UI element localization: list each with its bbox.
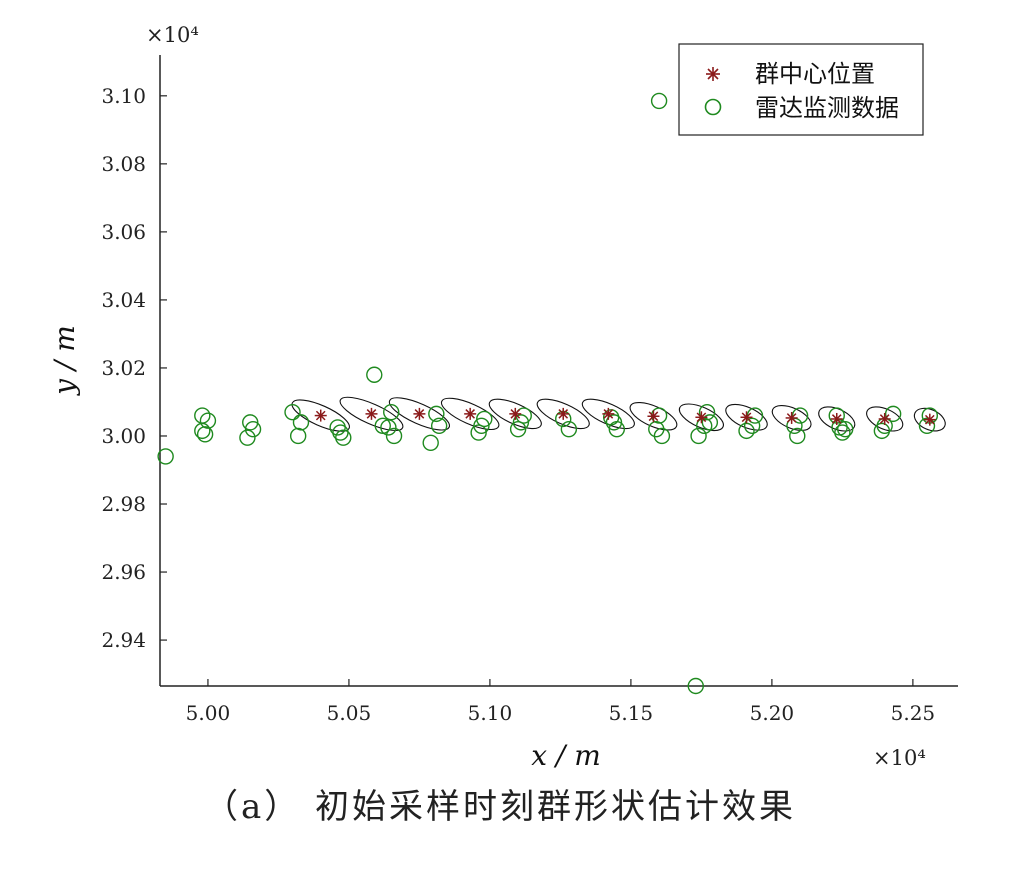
group-shape-ellipse [725, 403, 768, 431]
x-tick-label: 5.05 [327, 701, 372, 725]
radar-point [157, 448, 174, 465]
group-center-point [740, 411, 753, 424]
x-tick-label: 5.15 [609, 701, 654, 725]
y-tick-label: 3.10 [101, 84, 146, 108]
x-exponent-label: ×10⁴ [873, 746, 926, 770]
group-shape-ellipse [581, 398, 635, 430]
y-tick-label: 2.94 [101, 628, 146, 652]
legend-label-center: 群中心位置 [755, 60, 875, 88]
group-shape-ellipse [488, 398, 542, 430]
radar-point [366, 366, 383, 383]
group-center-point [464, 407, 477, 420]
y-tick-label: 3.00 [101, 424, 146, 448]
group-shape-ellipse [339, 396, 404, 432]
y-axis-label: y / m [48, 325, 81, 397]
radar-point [690, 427, 707, 445]
group-center-point [785, 411, 798, 424]
radar-point [476, 410, 493, 428]
y-tick-label: 3.02 [101, 356, 146, 380]
radar-point [509, 420, 527, 438]
group-center-point [923, 413, 936, 426]
group-center-point [602, 407, 615, 420]
legend-marker-asterisk [706, 67, 720, 81]
radar-point [473, 417, 490, 434]
group-shape-ellipse [291, 399, 350, 432]
radar-point [687, 677, 704, 695]
legend-box [678, 43, 924, 136]
group-center-point [365, 407, 378, 420]
x-axis-label: x / m [531, 739, 601, 772]
group-center-point [695, 411, 708, 424]
radar-point [884, 405, 902, 423]
y-tick-label: 2.96 [101, 560, 146, 584]
x-tick-label: 5.10 [468, 701, 513, 725]
radar-point [470, 424, 487, 441]
group-shape-ellipse [388, 397, 451, 431]
radar-point [918, 417, 936, 434]
radar-point [791, 407, 809, 424]
y-tick-label: 3.04 [101, 288, 146, 312]
radar-point [292, 414, 310, 431]
group-shape-ellipse [866, 406, 904, 432]
group-center-layer [314, 407, 936, 426]
radar-point [650, 92, 668, 110]
y-ticks: 2.94 2.96 2.98 3.00 3.02 3.04 3.06 3.08 3.10 [101, 84, 167, 652]
radar-point [289, 427, 307, 445]
radar-point [837, 420, 854, 438]
group-shape-ellipse [440, 397, 500, 431]
radar-point [789, 427, 806, 445]
group-shape-ellipse [913, 407, 946, 432]
y-exponent-label: ×10⁴ [146, 23, 199, 47]
radar-point [383, 403, 400, 421]
radar-point [194, 422, 211, 440]
radar-point [422, 434, 439, 451]
radar-point [560, 420, 578, 438]
radar-point [428, 405, 445, 423]
radar-point [743, 417, 761, 434]
radar-point [199, 412, 217, 429]
radar-point [239, 429, 256, 446]
y-tick-label: 2.98 [101, 492, 146, 516]
group-center-point [557, 407, 570, 420]
y-tick-label: 3.08 [101, 152, 146, 176]
radar-point [284, 403, 301, 421]
radar-point [698, 403, 716, 421]
radar-point [196, 426, 214, 443]
radar-point [335, 429, 352, 446]
group-center-point [878, 412, 891, 425]
radar-point [385, 427, 403, 445]
radar-point [380, 419, 397, 436]
radar-data-layer [157, 92, 939, 695]
radar-point [605, 414, 623, 431]
legend-marker-circle [704, 98, 722, 116]
x-tick-label: 5.25 [891, 701, 936, 725]
radar-point [834, 424, 851, 441]
legend: 群中心位置 雷达监测数据 [678, 43, 924, 136]
radar-point [738, 422, 755, 440]
radar-point [608, 420, 626, 438]
figure-caption: （a） 初始采样时刻群形状估计效果 [204, 787, 796, 827]
group-center-point [830, 412, 843, 425]
x-tick-label: 5.00 [186, 701, 231, 725]
radar-point [430, 417, 448, 434]
group-center-point [314, 409, 327, 422]
legend-label-radar: 雷达监测数据 [755, 94, 899, 122]
group-center-point [413, 407, 426, 420]
y-tick-label: 3.06 [101, 220, 146, 244]
x-tick-label: 5.20 [750, 701, 795, 725]
group-center-point [647, 410, 660, 423]
radar-point [242, 414, 259, 431]
group-shape-ellipse [536, 398, 590, 430]
radar-point [244, 420, 262, 438]
radar-point [512, 414, 530, 431]
radar-point [701, 414, 719, 431]
group-center-point [509, 407, 522, 420]
x-ticks: 5.00 5.05 5.10 5.15 5.20 5.25 [186, 679, 935, 725]
radar-point [653, 427, 671, 445]
